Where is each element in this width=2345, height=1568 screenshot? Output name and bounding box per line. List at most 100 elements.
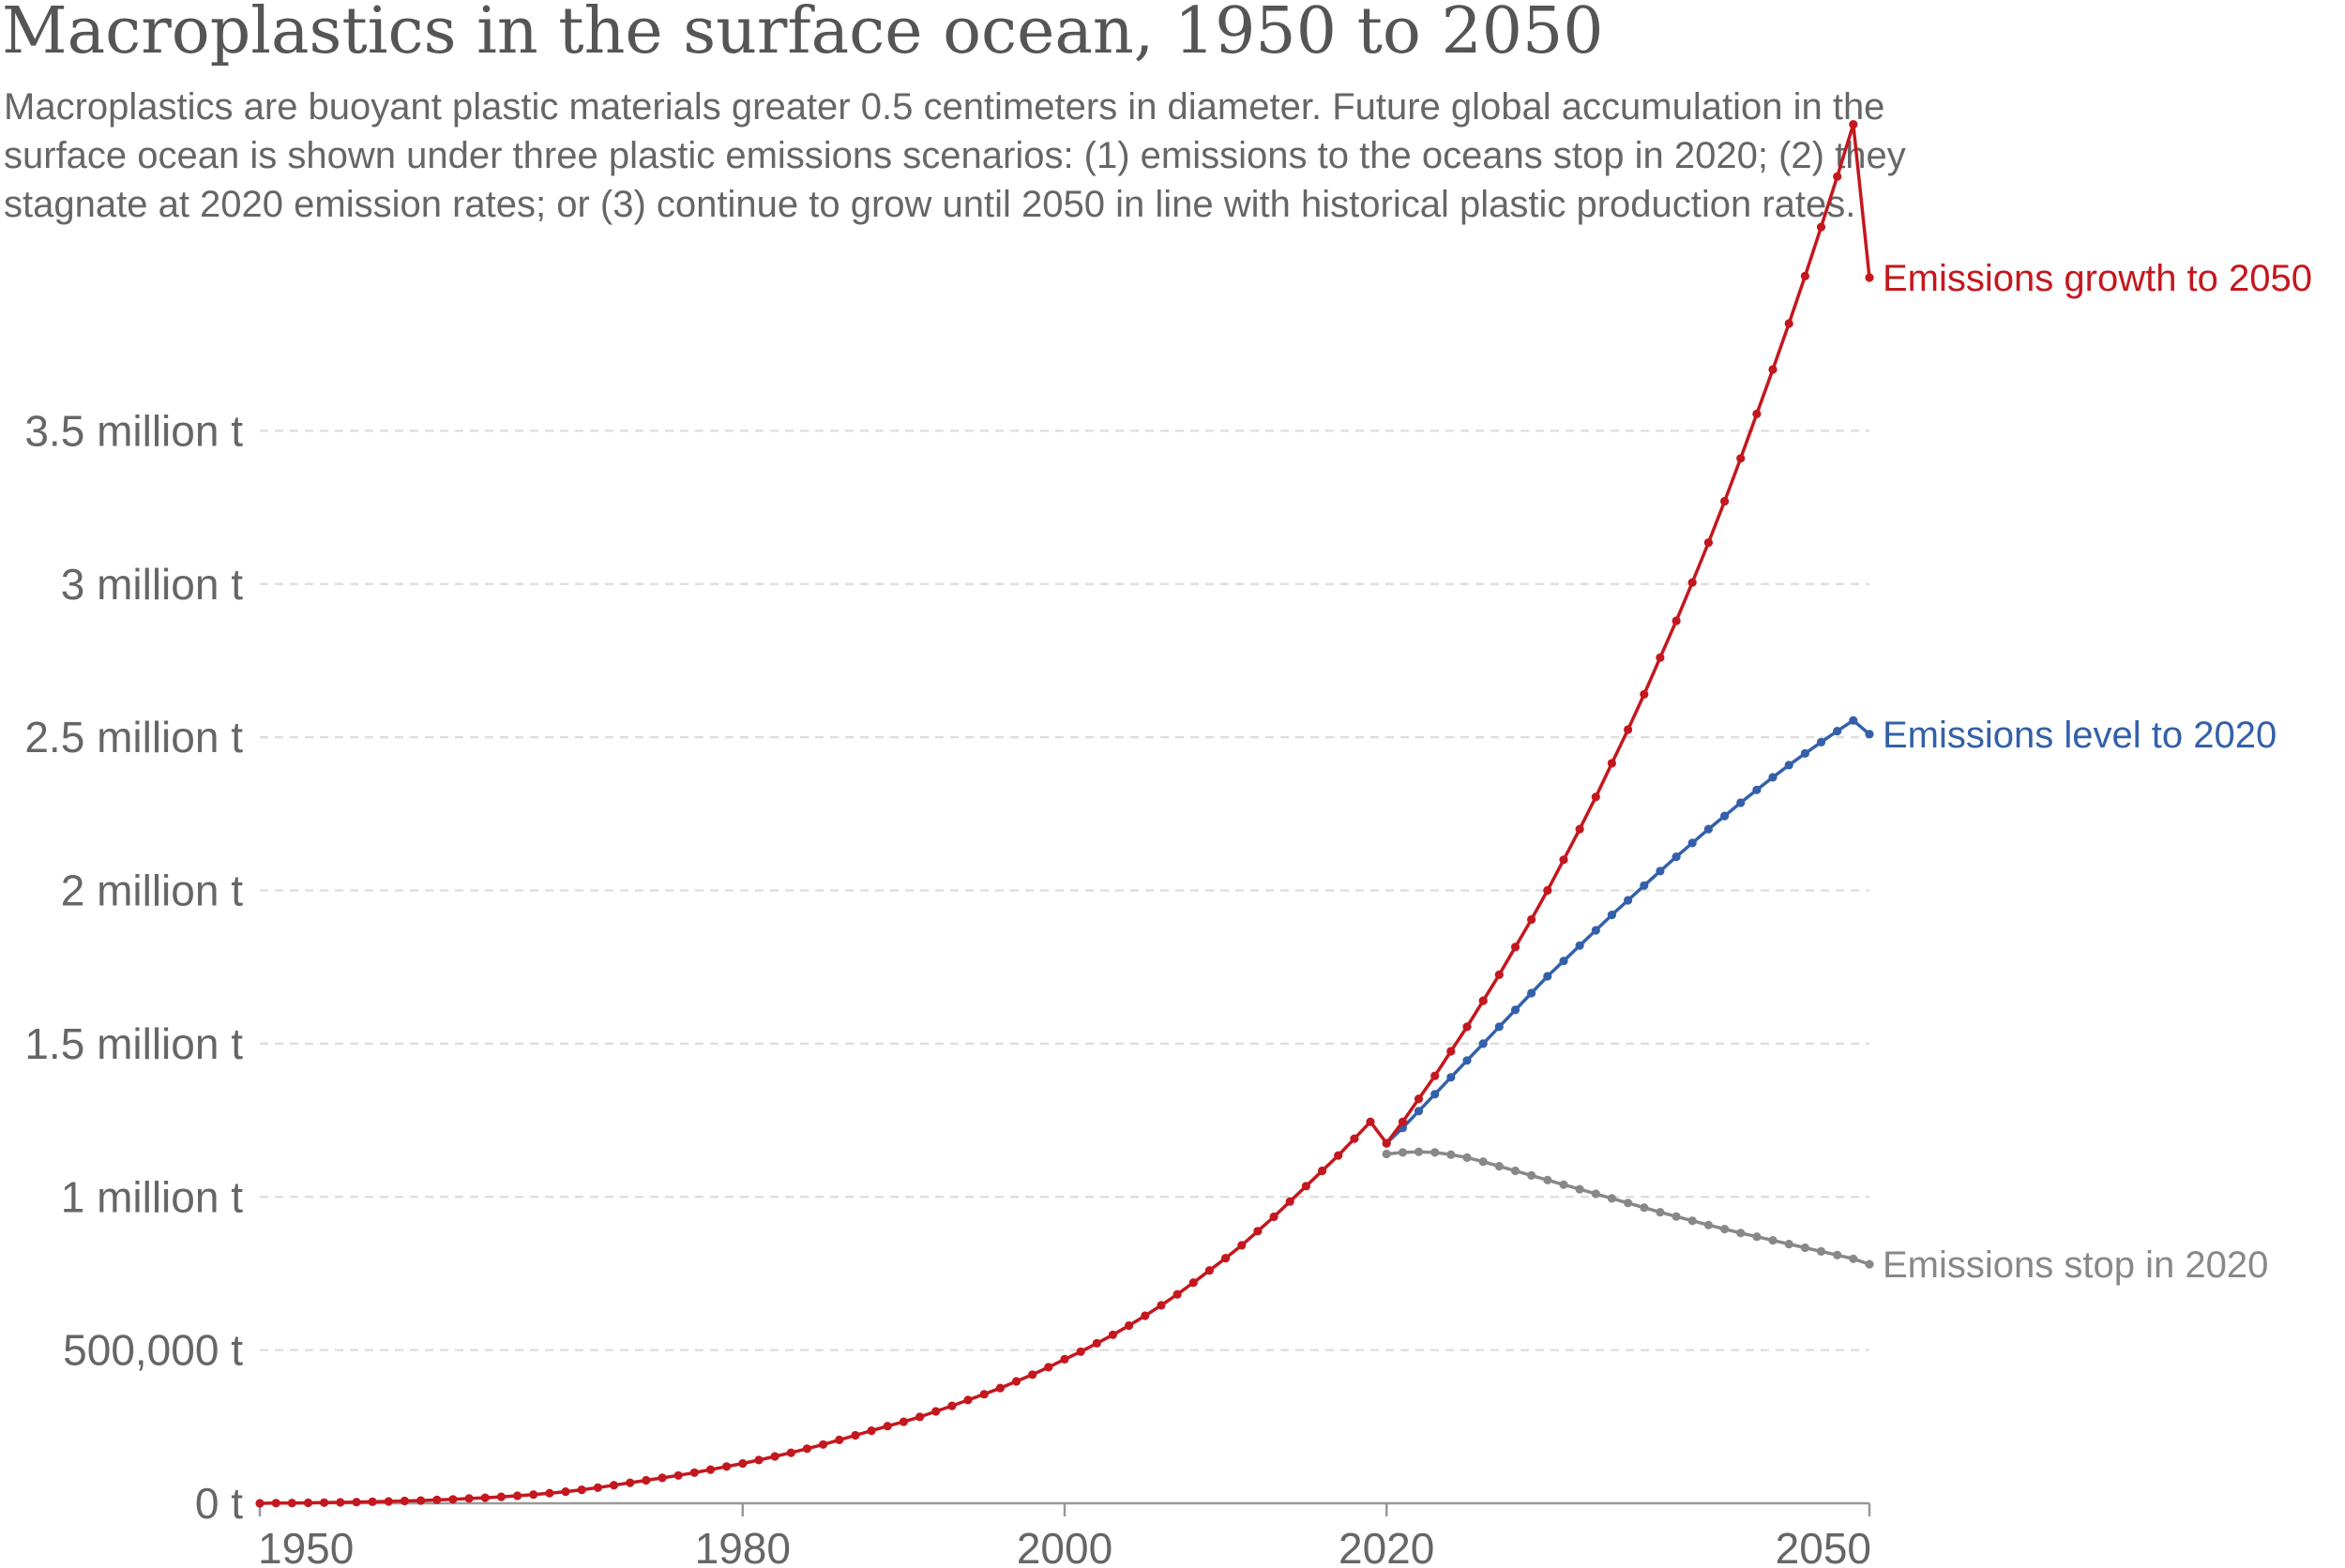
data-point bbox=[1640, 881, 1649, 890]
data-point bbox=[416, 1496, 426, 1505]
data-point bbox=[931, 1407, 941, 1416]
data-point bbox=[1640, 689, 1649, 700]
data-point bbox=[1510, 1005, 1520, 1015]
data-point bbox=[1607, 1194, 1616, 1203]
series-label: Emissions stop in 2020 bbox=[1883, 1244, 2268, 1286]
data-point bbox=[979, 1390, 989, 1399]
data-point bbox=[1624, 896, 1633, 905]
data-point bbox=[1044, 1363, 1053, 1372]
data-point bbox=[593, 1483, 603, 1492]
y-tick-label: 2.5 million t bbox=[24, 713, 243, 761]
data-point bbox=[770, 1452, 779, 1461]
series-line bbox=[259, 122, 1871, 1505]
data-point bbox=[1462, 1022, 1472, 1032]
series-label: Emissions level to 2020 bbox=[1883, 715, 2277, 756]
x-tick-label: 2050 bbox=[1776, 1524, 1871, 1568]
data-point bbox=[1703, 1220, 1713, 1229]
data-point bbox=[1672, 1212, 1681, 1221]
y-tick-label: 3.5 million t bbox=[24, 406, 243, 455]
data-point bbox=[496, 1492, 507, 1501]
data-point bbox=[1703, 538, 1713, 548]
data-point bbox=[1462, 1153, 1472, 1162]
data-point bbox=[1687, 578, 1697, 587]
chart-subtitle-line-2: surface ocean is shown under three plast… bbox=[4, 135, 1906, 176]
data-point bbox=[1672, 852, 1681, 862]
series-labels: Emissions stop in 2020 Emissions level to… bbox=[1883, 258, 2312, 1286]
data-point bbox=[1414, 1094, 1424, 1104]
data-point bbox=[1446, 1073, 1456, 1082]
data-point bbox=[1494, 970, 1504, 979]
x-tick-label: 2020 bbox=[1339, 1524, 1434, 1568]
data-point bbox=[1157, 1301, 1166, 1310]
data-point bbox=[1141, 1311, 1150, 1320]
data-point bbox=[802, 1444, 812, 1454]
data-point bbox=[448, 1495, 458, 1504]
data-point bbox=[1366, 1117, 1375, 1126]
data-point bbox=[1591, 926, 1600, 935]
data-point bbox=[513, 1491, 522, 1500]
data-point bbox=[1108, 1330, 1118, 1339]
gridlines bbox=[260, 430, 1869, 1351]
data-point bbox=[642, 1475, 651, 1485]
data-point bbox=[432, 1495, 442, 1504]
data-point bbox=[1559, 957, 1568, 966]
data-point bbox=[673, 1470, 683, 1480]
data-point bbox=[1768, 773, 1778, 782]
data-point bbox=[400, 1496, 409, 1506]
data-point bbox=[1494, 1162, 1504, 1171]
data-point bbox=[1720, 811, 1730, 821]
data-point bbox=[1060, 1354, 1069, 1364]
data-point bbox=[1237, 1241, 1247, 1250]
data-point bbox=[1527, 1170, 1536, 1180]
data-point bbox=[384, 1497, 393, 1506]
series-emissions-level-to-2020 bbox=[1382, 716, 1874, 1148]
y-tick-label: 1.5 million t bbox=[24, 1019, 243, 1068]
data-point bbox=[851, 1430, 860, 1440]
data-point bbox=[529, 1490, 538, 1500]
data-point bbox=[1398, 1148, 1407, 1157]
data-point bbox=[1752, 1232, 1762, 1242]
y-tick-label: 0 t bbox=[195, 1479, 243, 1528]
data-point bbox=[1253, 1227, 1263, 1236]
data-point bbox=[819, 1440, 828, 1449]
data-point bbox=[658, 1473, 667, 1483]
data-point bbox=[705, 1465, 716, 1474]
data-point bbox=[1076, 1347, 1085, 1356]
data-point bbox=[255, 1499, 265, 1508]
data-point bbox=[1640, 1203, 1649, 1213]
data-point bbox=[1784, 761, 1793, 770]
x-tick-label: 1980 bbox=[695, 1524, 791, 1568]
data-point bbox=[1318, 1166, 1327, 1176]
data-point bbox=[303, 1498, 313, 1508]
data-point bbox=[1736, 798, 1746, 807]
data-point bbox=[320, 1498, 329, 1507]
series-emissions-stop-in-2020 bbox=[1382, 1147, 1874, 1269]
data-point bbox=[1398, 1117, 1407, 1126]
data-point bbox=[1285, 1197, 1294, 1206]
data-point bbox=[1656, 653, 1665, 662]
data-point bbox=[1607, 911, 1616, 920]
data-point bbox=[1800, 748, 1809, 759]
data-point bbox=[1172, 1289, 1182, 1299]
data-point bbox=[287, 1499, 296, 1508]
data-point bbox=[1720, 496, 1730, 506]
data-point bbox=[577, 1485, 586, 1495]
data-point bbox=[1849, 1254, 1858, 1263]
data-point bbox=[1687, 838, 1697, 848]
data-point bbox=[1833, 727, 1842, 736]
data-point bbox=[1816, 737, 1826, 747]
data-point bbox=[867, 1426, 876, 1436]
data-point bbox=[1446, 1150, 1456, 1159]
data-point bbox=[1543, 1175, 1552, 1184]
data-point bbox=[1382, 1149, 1391, 1159]
data-point bbox=[1125, 1320, 1134, 1331]
series-line bbox=[1384, 718, 1871, 1145]
data-point bbox=[1269, 1212, 1278, 1222]
data-point bbox=[1028, 1370, 1037, 1380]
data-point bbox=[1800, 271, 1809, 280]
data-point bbox=[1865, 1259, 1874, 1269]
data-point bbox=[1833, 1250, 1842, 1259]
data-point bbox=[1752, 785, 1762, 794]
data-point bbox=[1559, 855, 1568, 865]
data-point bbox=[1591, 1189, 1600, 1199]
